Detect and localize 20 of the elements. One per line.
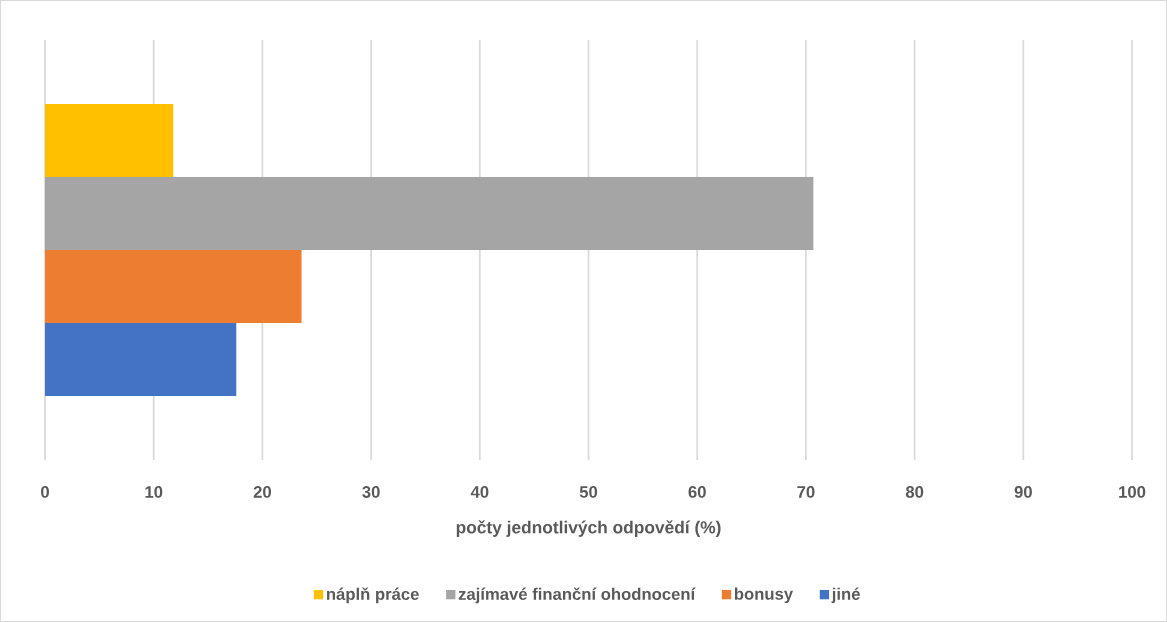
x-tick-label: 40: [470, 486, 489, 498]
bar: [45, 177, 814, 251]
legend-label: náplň práce: [326, 587, 419, 604]
legend-label: jiné: [831, 587, 860, 604]
x-tick-label: 20: [253, 486, 271, 498]
x-tick-label: 90: [1014, 486, 1032, 498]
x-tick-label: 10: [145, 486, 163, 498]
x-tick-label: 30: [362, 486, 380, 498]
x-tick-label: 80: [905, 486, 924, 498]
x-tick-label: 70: [797, 486, 815, 498]
x-tick-label: 50: [579, 486, 598, 498]
bar: [45, 250, 302, 323]
bar: [45, 104, 174, 177]
x-axis-title: počty jednotlivých odpovědí (%): [456, 520, 721, 537]
legend-label: bonusy: [734, 587, 794, 604]
x-tick-label: 60: [688, 486, 706, 498]
x-tick-label: 100: [1119, 486, 1146, 498]
x-tick-label: 0: [41, 486, 49, 498]
bar: [45, 323, 237, 396]
legend-label: zajímavé finanční ohodnocení: [458, 587, 696, 604]
